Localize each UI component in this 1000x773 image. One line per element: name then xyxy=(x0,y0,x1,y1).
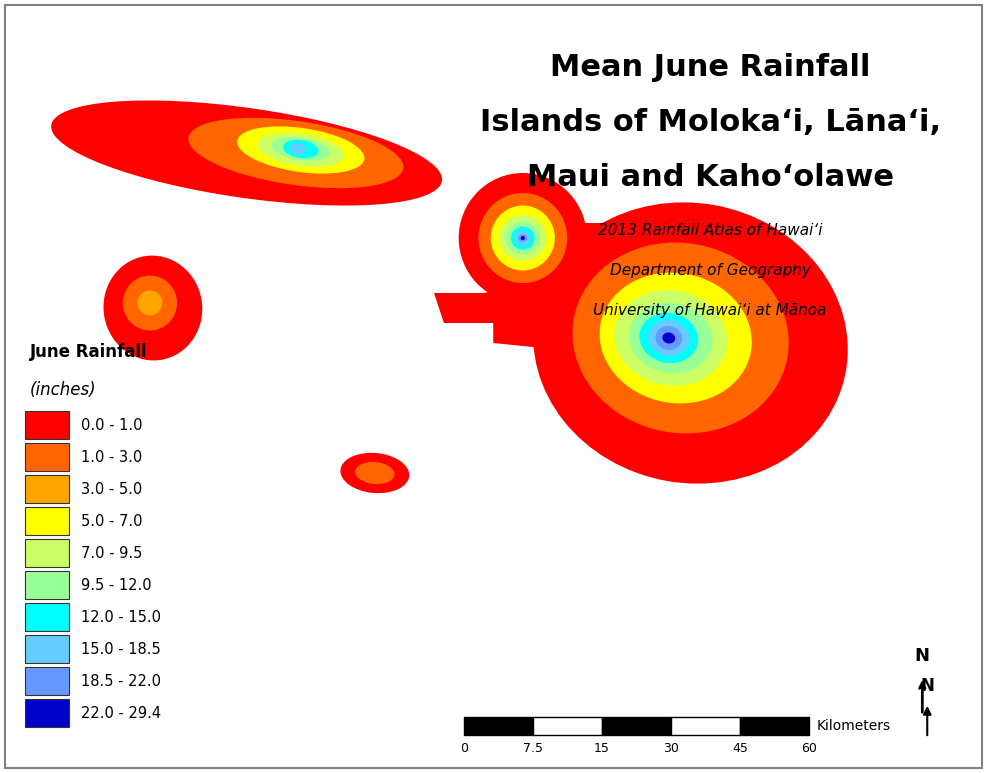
Polygon shape xyxy=(493,223,661,348)
Bar xyxy=(25,475,69,503)
Text: 30: 30 xyxy=(663,742,679,755)
Bar xyxy=(25,507,69,535)
Text: 12.0 - 15.0: 12.0 - 15.0 xyxy=(81,609,161,625)
Ellipse shape xyxy=(272,138,330,161)
Ellipse shape xyxy=(491,206,555,271)
Ellipse shape xyxy=(506,222,540,254)
Polygon shape xyxy=(434,253,651,323)
Text: (inches): (inches) xyxy=(30,381,96,399)
Ellipse shape xyxy=(340,453,409,493)
Ellipse shape xyxy=(656,326,682,350)
Text: 22.0 - 29.4: 22.0 - 29.4 xyxy=(81,706,161,720)
Ellipse shape xyxy=(515,230,531,246)
Ellipse shape xyxy=(138,291,162,315)
Text: 60: 60 xyxy=(801,742,817,755)
Text: 1.0 - 3.0: 1.0 - 3.0 xyxy=(81,450,142,465)
Text: 2013 Rainfall Atlas of Hawaiʻi: 2013 Rainfall Atlas of Hawaiʻi xyxy=(598,223,822,238)
Bar xyxy=(25,539,69,567)
Ellipse shape xyxy=(639,313,698,363)
Ellipse shape xyxy=(518,234,527,242)
Text: 0.0 - 1.0: 0.0 - 1.0 xyxy=(81,417,142,433)
Ellipse shape xyxy=(614,290,727,386)
Polygon shape xyxy=(543,293,838,413)
Ellipse shape xyxy=(629,303,712,373)
Bar xyxy=(740,717,809,735)
Ellipse shape xyxy=(188,117,403,188)
Bar xyxy=(671,717,740,735)
Text: N: N xyxy=(915,647,930,665)
Ellipse shape xyxy=(533,203,848,484)
Text: 3.0 - 5.0: 3.0 - 5.0 xyxy=(81,482,142,496)
Text: 7.5: 7.5 xyxy=(523,742,543,755)
Ellipse shape xyxy=(573,243,789,434)
Ellipse shape xyxy=(237,127,364,174)
Text: University of Hawaiʻi at Mānoa: University of Hawaiʻi at Mānoa xyxy=(593,303,827,318)
Text: 9.5 - 12.0: 9.5 - 12.0 xyxy=(81,577,152,592)
Ellipse shape xyxy=(600,273,752,404)
Bar xyxy=(602,717,671,735)
Ellipse shape xyxy=(355,462,395,484)
Text: 5.0 - 7.0: 5.0 - 7.0 xyxy=(81,513,142,529)
Text: Mean June Rainfall: Mean June Rainfall xyxy=(550,53,870,82)
Text: 15.0 - 18.5: 15.0 - 18.5 xyxy=(81,642,161,656)
Bar xyxy=(25,699,69,727)
Ellipse shape xyxy=(521,236,525,240)
Ellipse shape xyxy=(478,193,567,283)
Text: Kilometers: Kilometers xyxy=(817,719,891,733)
Ellipse shape xyxy=(459,173,587,303)
Ellipse shape xyxy=(258,133,344,167)
Bar xyxy=(464,717,533,735)
Ellipse shape xyxy=(662,332,675,343)
Bar xyxy=(533,717,602,735)
Text: N: N xyxy=(920,677,934,695)
Bar xyxy=(25,571,69,599)
Text: June Rainfall: June Rainfall xyxy=(30,343,147,361)
Text: 45: 45 xyxy=(732,742,748,755)
Bar xyxy=(25,635,69,663)
Text: 0: 0 xyxy=(460,742,468,755)
Ellipse shape xyxy=(103,256,202,360)
Ellipse shape xyxy=(123,275,177,331)
Text: 18.5 - 22.0: 18.5 - 22.0 xyxy=(81,673,161,689)
Ellipse shape xyxy=(511,226,535,250)
Text: Islands of Molokaʻi, Lānaʻi,: Islands of Molokaʻi, Lānaʻi, xyxy=(480,108,941,137)
Text: Maui and Kahoʻolawe: Maui and Kahoʻolawe xyxy=(527,163,894,192)
Ellipse shape xyxy=(290,143,306,155)
Text: 7.0 - 9.5: 7.0 - 9.5 xyxy=(81,546,142,560)
Bar xyxy=(25,443,69,471)
Ellipse shape xyxy=(648,320,689,356)
Bar xyxy=(25,603,69,631)
Text: 15: 15 xyxy=(594,742,610,755)
Ellipse shape xyxy=(499,215,546,261)
Ellipse shape xyxy=(51,100,442,206)
Bar xyxy=(25,411,69,439)
Bar xyxy=(25,667,69,695)
Ellipse shape xyxy=(283,140,318,158)
Text: Department of Geography: Department of Geography xyxy=(610,263,811,278)
